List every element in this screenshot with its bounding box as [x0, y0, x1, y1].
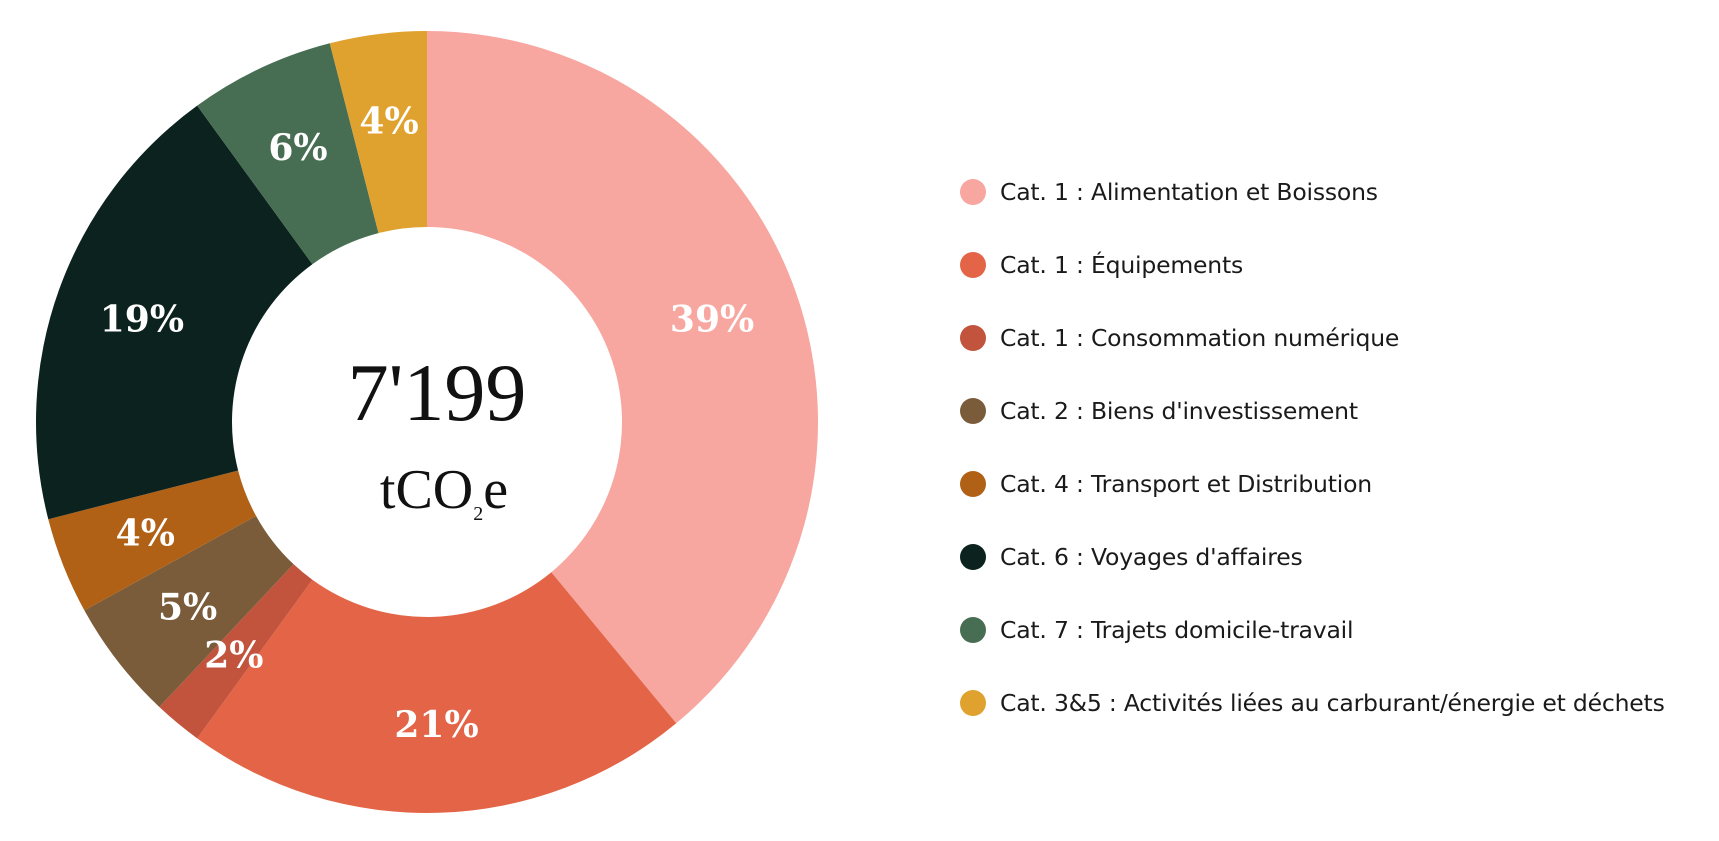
slice-label-7: 4% [359, 100, 418, 142]
legend-swatch [960, 324, 986, 351]
legend-label: Cat. 6 : Voyages d'affaires [1000, 542, 1303, 571]
legend-item: Cat. 4 : Transport et Distribution [960, 447, 1665, 520]
slice-1 [197, 572, 677, 813]
legend-item: Cat. 7 : Trajets domicile-travail [960, 593, 1665, 666]
center-unit: tCO2e [380, 459, 508, 525]
chart-legend: Cat. 1 : Alimentation et Boissons Cat. 1 … [960, 155, 1665, 739]
legend-swatch [960, 543, 986, 570]
slice-6 [197, 43, 379, 265]
legend-label: Cat. 4 : Transport et Distribution [1000, 469, 1372, 498]
donut-slices [35, 31, 818, 813]
slice-0 [427, 31, 818, 724]
slice-label-3: 5% [158, 587, 217, 629]
donut-chart: 39% 21% 2% 5% 4% 19% 6% 4% 7'199 tCO2e [35, 31, 818, 813]
center-unit-subscript: 2 [473, 503, 483, 525]
legend-swatch [960, 251, 986, 278]
legend-item: Cat. 1 : Équipements [960, 228, 1665, 301]
legend-label: Cat. 1 : Alimentation et Boissons [1000, 177, 1378, 206]
slice-labels: 39% 21% 2% 5% 4% 19% 6% 4% [100, 100, 754, 745]
center-total: 7'199 [348, 347, 527, 438]
legend-swatch [960, 470, 986, 497]
slice-5 [35, 105, 313, 520]
legend-swatch [960, 616, 986, 643]
slice-label-0: 39% [670, 298, 754, 340]
legend-item: Cat. 1 : Alimentation et Boissons [960, 155, 1665, 228]
slice-label-5: 19% [100, 298, 184, 340]
slice-label-4: 4% [116, 513, 175, 555]
legend-swatch [960, 178, 986, 205]
slice-2 [159, 564, 313, 739]
legend-item: Cat. 1 : Consommation numérique [960, 301, 1665, 374]
slice-3 [84, 515, 294, 708]
legend-label: Cat. 1 : Équipements [1000, 250, 1244, 279]
legend-label: Cat. 7 : Trajets domicile-travail [1000, 615, 1354, 644]
legend-label: Cat. 1 : Consommation numérique [1000, 323, 1400, 352]
center-unit-main: tCO [380, 459, 473, 521]
legend-item: Cat. 2 : Biens d'investissement [960, 374, 1665, 447]
legend-swatch [960, 397, 986, 424]
slice-label-2: 2% [204, 634, 263, 676]
legend-item: Cat. 3&5 : Activités liées au carburant/… [960, 666, 1665, 739]
center-unit-suffix: e [483, 459, 508, 521]
legend-label: Cat. 2 : Biens d'investissement [1000, 396, 1358, 425]
slice-7 [329, 31, 427, 234]
slice-4 [48, 470, 257, 611]
legend-label: Cat. 3&5 : Activités liées au carburant/… [1000, 688, 1665, 717]
legend-item: Cat. 6 : Voyages d'affaires [960, 520, 1665, 593]
legend-swatch [960, 689, 986, 716]
slice-label-6: 6% [268, 127, 327, 169]
slice-label-1: 21% [394, 704, 478, 746]
